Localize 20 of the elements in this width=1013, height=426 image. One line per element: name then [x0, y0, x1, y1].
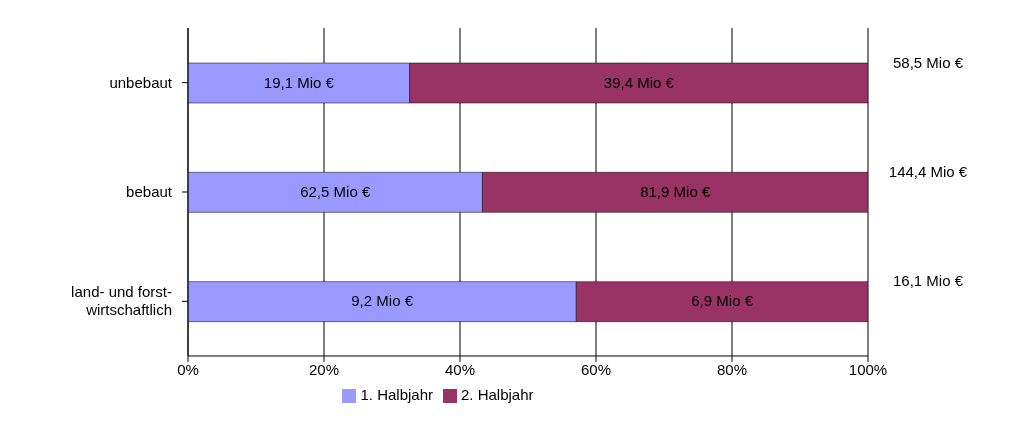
x-tick-label: 80%	[716, 360, 748, 378]
text: 144,4 Mio €	[888, 162, 968, 180]
annotation: 19,1 Mio €	[263, 73, 335, 91]
legend-label: 1. Halbjahr	[360, 385, 433, 403]
x-tick-label: 20%	[308, 360, 340, 378]
x-tick-label: 40%	[444, 360, 476, 378]
text: 16,1 Mio €	[892, 272, 964, 290]
annotation: 62,5 Mio €	[300, 182, 371, 200]
legend-label: 2. Halbjahr	[461, 385, 534, 403]
x-tick-label: 0%	[177, 360, 199, 378]
y-tick-label: unbebaut	[109, 73, 173, 91]
text: 58,5 Mio €	[892, 53, 964, 71]
annotation: 9,2 Mio €	[351, 292, 414, 310]
x-tick-label: 100%	[848, 360, 888, 378]
annotation: 6,9 Mio €	[691, 292, 754, 310]
annotation: 39,4 Mio €	[603, 73, 675, 91]
y-tick-label: land- und forst- wirtschaftlich	[71, 283, 172, 319]
x-tick-label: 60%	[580, 360, 612, 378]
annotation: 81,9 Mio €	[640, 182, 711, 200]
y-tick-label: bebaut	[126, 182, 173, 200]
